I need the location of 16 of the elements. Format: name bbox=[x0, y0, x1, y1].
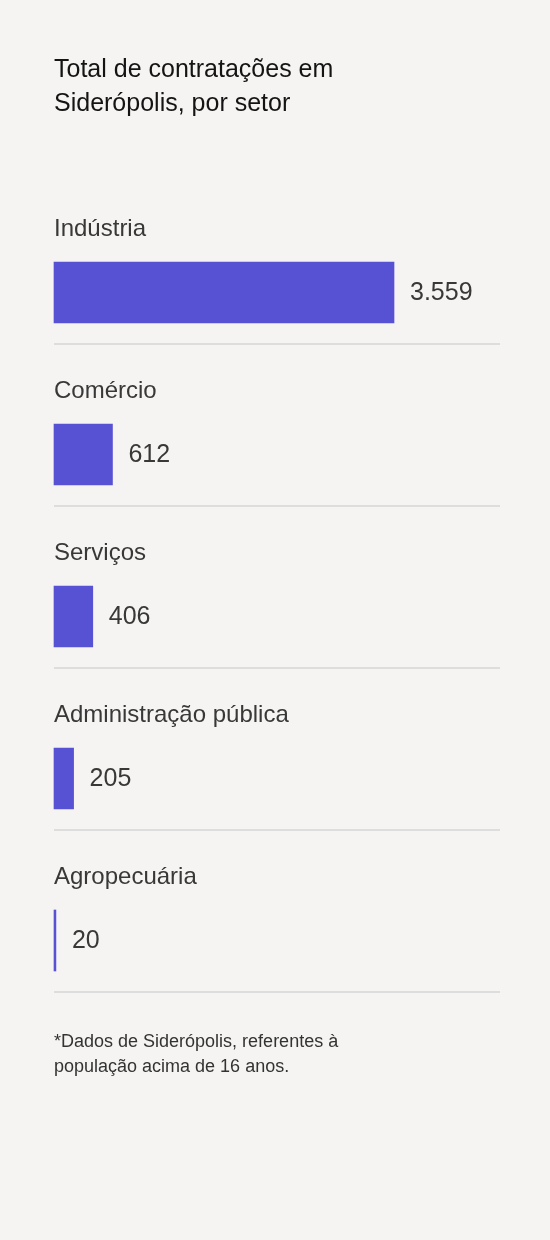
data-label: 20 bbox=[71, 925, 100, 954]
y-tick-label: Indústria bbox=[54, 213, 147, 241]
data-label: 3.559 bbox=[410, 277, 473, 306]
bar bbox=[53, 585, 94, 648]
data-label: 612 bbox=[128, 439, 171, 468]
y-tick-label: Serviços bbox=[54, 537, 147, 565]
bar bbox=[53, 261, 395, 324]
data-label: 205 bbox=[89, 763, 132, 792]
chart-title: Total de contratações em Siderópolis, por setor bbox=[54, 53, 335, 118]
y-tick-label: Agropecuária bbox=[54, 861, 198, 889]
bar bbox=[53, 747, 74, 810]
y-tick-label: Comércio bbox=[54, 375, 157, 403]
y-tick-label: Administração pública bbox=[54, 699, 290, 727]
text: *Dados de Siderópolis, referentes à população acima de 16 anos. bbox=[54, 1030, 340, 1078]
bar bbox=[53, 423, 113, 486]
data-label: 406 bbox=[108, 601, 151, 630]
